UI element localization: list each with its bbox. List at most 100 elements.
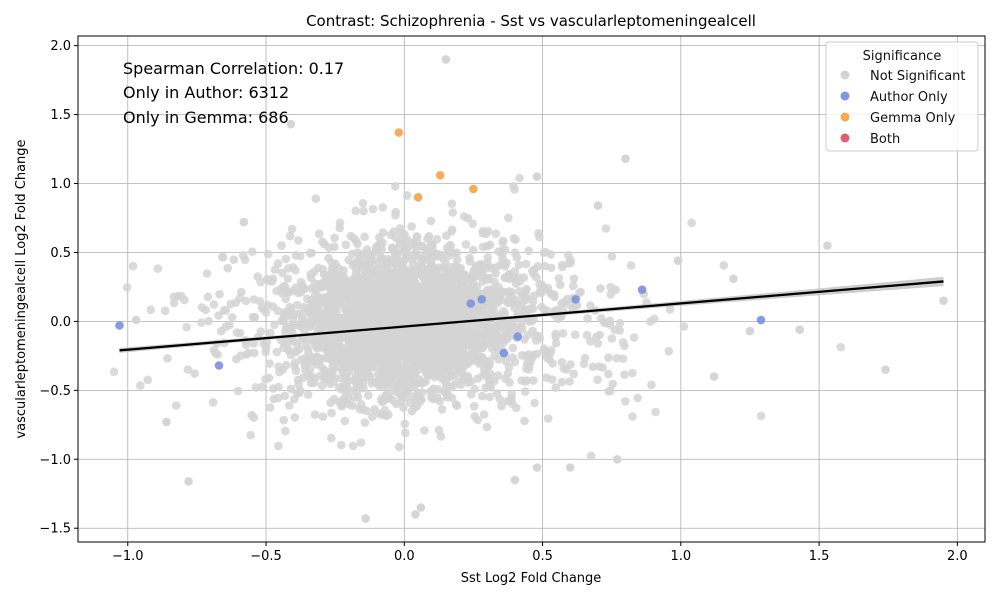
not-significant-point — [472, 289, 482, 298]
not-significant-point — [312, 352, 321, 362]
not-significant-point — [441, 375, 451, 385]
x-axis-label: Sst Log2 Fold Change — [461, 571, 602, 586]
highlighted-points — [115, 55, 948, 523]
not-significant-point — [197, 318, 206, 327]
not-significant-point — [459, 212, 469, 221]
not-significant-point — [555, 280, 565, 290]
not-significant-point — [394, 442, 404, 452]
not-significant-point — [266, 328, 275, 338]
not-significant-point — [264, 373, 274, 383]
not-significant-point — [551, 338, 561, 348]
not-significant-point — [450, 288, 460, 298]
not-significant-point — [293, 288, 303, 298]
not-significant-point — [399, 403, 408, 412]
not-significant-point — [628, 412, 637, 421]
not-significant-point — [407, 407, 417, 416]
not-significant-point — [401, 428, 410, 438]
not-significant-point — [621, 397, 630, 406]
not-significant-point — [327, 433, 336, 443]
not-significant-point — [304, 348, 313, 358]
not-significant-point — [337, 402, 347, 411]
not-significant-point — [204, 316, 213, 326]
not-significant-point — [557, 377, 567, 387]
not-significant-point — [371, 347, 381, 356]
author-only-point — [513, 332, 522, 341]
not-significant-point — [420, 426, 429, 435]
not-significant-point — [277, 268, 287, 278]
not-significant-point — [504, 213, 513, 223]
not-significant-point — [497, 401, 506, 411]
not-significant-point — [359, 279, 368, 289]
not-significant-point — [256, 277, 265, 287]
not-significant-point — [225, 320, 234, 330]
not-significant-outliers-point — [411, 510, 420, 519]
not-significant-point — [450, 350, 459, 359]
not-significant-point — [530, 331, 540, 340]
not-significant-point — [306, 270, 315, 279]
not-significant-point — [378, 203, 388, 212]
not-significant-point — [540, 261, 549, 271]
not-significant-point — [291, 266, 300, 275]
not-significant-point — [435, 263, 444, 272]
not-significant-point — [363, 249, 373, 259]
not-significant-point — [366, 289, 376, 298]
not-significant-point — [371, 378, 381, 387]
not-significant-point — [551, 329, 560, 339]
not-significant-point — [344, 255, 353, 265]
not-significant-outliers-point — [673, 256, 683, 266]
not-significant-point — [543, 353, 552, 363]
not-significant-point — [507, 287, 517, 297]
not-significant-point — [506, 295, 516, 305]
not-significant-point — [432, 234, 442, 244]
annotation-gemma-only: Only in Gemma: 686 — [123, 108, 289, 127]
author-only-point — [477, 295, 487, 304]
gemma-only-point — [469, 184, 478, 194]
not-significant-point — [208, 398, 218, 407]
not-significant-point — [374, 278, 384, 287]
not-significant-point — [580, 353, 590, 363]
not-significant-point — [287, 224, 297, 234]
not-significant-point — [426, 216, 436, 226]
not-significant-point — [604, 369, 613, 379]
not-significant-point — [369, 296, 379, 305]
not-significant-point — [379, 372, 389, 381]
not-significant-point — [593, 375, 602, 385]
not-significant-point — [128, 261, 138, 271]
not-significant-point — [423, 234, 432, 243]
y-tick-label: −1.5 — [39, 522, 71, 537]
y-axis-label: vascularleptomeningealcell Log2 Fold Cha… — [14, 139, 29, 438]
not-significant-point — [368, 306, 378, 316]
not-significant-point — [279, 316, 288, 326]
not-significant-point — [543, 414, 553, 423]
not-significant-point — [439, 353, 449, 363]
not-significant-point — [218, 252, 228, 262]
not-significant-point — [628, 368, 637, 378]
not-significant-point — [607, 252, 617, 261]
not-significant-point — [569, 369, 578, 379]
y-tick-label: 0.5 — [50, 246, 71, 261]
not-significant-point — [422, 349, 432, 358]
not-significant-point — [485, 356, 494, 366]
not-significant-point — [629, 333, 639, 342]
not-significant-point — [442, 231, 451, 240]
not-significant-point — [400, 378, 409, 388]
not-significant-point — [473, 270, 482, 279]
not-significant-point — [232, 354, 241, 364]
not-significant-point — [429, 293, 438, 303]
x-tick-label: 1.5 — [809, 549, 830, 564]
not-significant-point — [343, 350, 352, 360]
not-significant-point — [249, 312, 259, 322]
not-significant-point — [203, 292, 213, 302]
not-significant-point — [448, 208, 458, 217]
not-significant-point — [286, 384, 296, 394]
legend-label-both: Both — [870, 132, 900, 147]
regression-line — [119, 280, 944, 352]
not-significant-point — [532, 349, 542, 359]
not-significant-outliers-point — [184, 477, 193, 486]
not-significant-point — [452, 255, 462, 264]
author-only-point — [115, 321, 124, 330]
not-significant-point — [324, 253, 333, 263]
not-significant-point — [391, 207, 401, 217]
legend-marker-author-only — [840, 91, 850, 101]
legend-marker-not-significant — [840, 70, 850, 80]
